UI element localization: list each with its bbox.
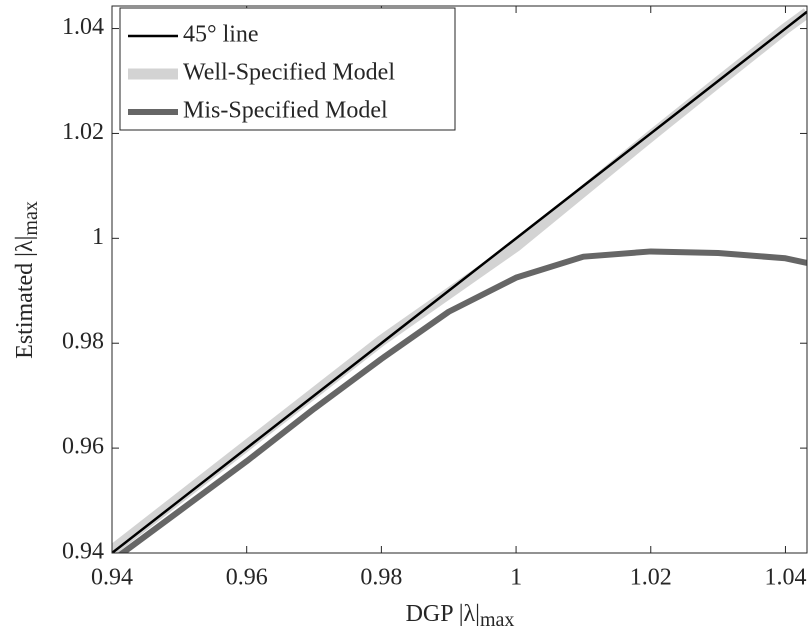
legend-label: Well-Specified Model: [183, 60, 395, 86]
y-axis-label: Estimated |λ|max: [12, 201, 42, 359]
series-line: [112, 10, 807, 553]
x-tick-label: 1: [510, 565, 522, 591]
legend-label: Mis-Specified Model: [183, 98, 388, 124]
y-tick-label: 1.02: [62, 119, 104, 145]
y-tick-label: 0.94: [62, 539, 104, 565]
x-axis-label: DGP |λ|max: [406, 601, 515, 631]
x-tick-label: 0.94: [91, 565, 133, 591]
series-line: [117, 248, 807, 553]
x-tick-label: 1.04: [764, 565, 806, 591]
plot-frame: [111, 5, 808, 554]
y-tick-label: 0.96: [62, 434, 104, 460]
y-tick-label: 1: [92, 224, 104, 250]
y-tick-label: 0.98: [62, 329, 104, 355]
x-tick-label: 1.02: [630, 565, 672, 591]
x-tick-label: 0.96: [226, 565, 268, 591]
legend-label: 45° line: [183, 22, 259, 48]
y-tick-label: 1.04: [62, 14, 104, 40]
x-tick-label: 0.98: [360, 565, 402, 591]
